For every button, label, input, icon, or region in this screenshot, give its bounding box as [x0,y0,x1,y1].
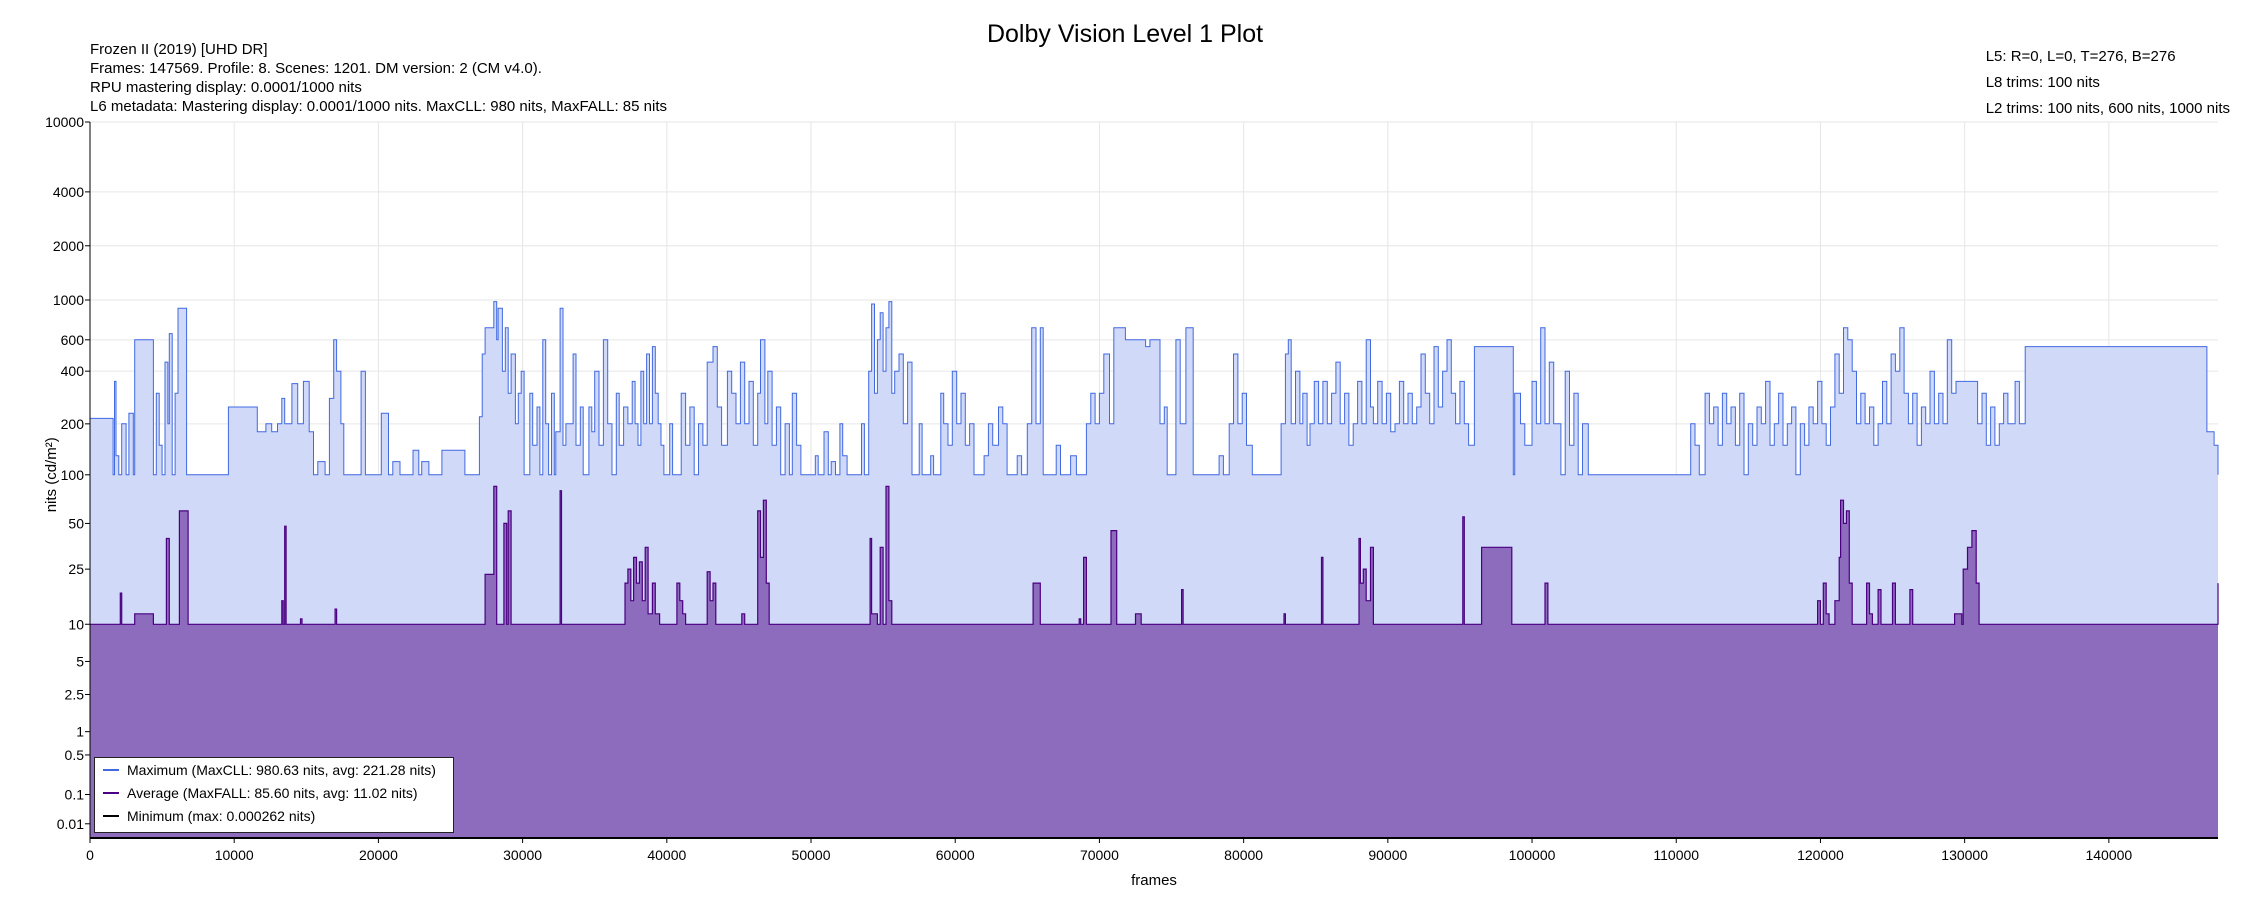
x-tick-label: 100000 [1509,847,1556,863]
trim-info-line: L2 trims: 100 nits, 600 nits, 1000 nits [1985,100,2230,117]
legend-label-maximum: Maximum (MaxCLL: 980.63 nits, avg: 221.2… [127,762,436,778]
y-tick-label: 10000 [45,114,84,130]
legend-label-minimum: Minimum (max: 0.000262 nits) [127,808,316,824]
average-line [90,485,2219,625]
y-tick-label: 200 [61,416,85,432]
x-tick-label: 70000 [1080,847,1119,863]
legend: Maximum (MaxCLL: 980.63 nits, avg: 221.2… [94,757,454,833]
legend-swatch-average [103,792,119,794]
x-tick-label: 0 [86,847,94,863]
legend-label-average: Average (MaxFALL: 85.60 nits, avg: 11.02… [127,785,418,801]
y-tick-label: 0.5 [65,747,85,763]
y-tick-label: 10 [68,616,84,632]
maximum-line [90,301,2219,476]
legend-item-minimum: Minimum (max: 0.000262 nits) [95,805,453,827]
y-tick-label: 1000 [53,292,84,308]
y-tick-label: 0.1 [65,786,85,802]
x-tick-label: 10000 [215,847,254,863]
y-tick-label: 600 [61,332,85,348]
x-tick-label: 130000 [1941,847,1988,863]
x-tick-label: 60000 [936,847,975,863]
legend-swatch-maximum [103,769,119,771]
video-info-line: Frames: 147569. Profile: 8. Scenes: 1201… [90,60,542,77]
trim-info-line: L5: R=0, L=0, T=276, B=276 [1985,48,2176,65]
y-tick-label: 50 [68,515,84,531]
average-area [90,486,2218,838]
y-axis-ticks: 0.01 0.1 0.5 1 2.5 5 10 25 50 100 200 400 600 1000 200… [45,114,90,832]
y-tick-label: 400 [61,363,85,379]
x-tick-label: 140000 [2085,847,2132,863]
x-tick-label: 50000 [792,847,831,863]
y-tick-label: 4000 [53,184,84,200]
y-tick-label: 2.5 [65,686,85,702]
x-tick-label: 80000 [1224,847,1263,863]
video-info-line: RPU mastering display: 0.0001/1000 nits [90,79,362,96]
x-axis-ticks: 0 10000 20000 30000 40000 50000 60000 70000 8000… [86,838,2132,863]
x-tick-label: 20000 [359,847,398,863]
legend-item-maximum: Maximum (MaxCLL: 980.63 nits, avg: 221.2… [95,759,453,781]
y-tick-label: 100 [61,467,85,483]
series-layer [90,301,2219,839]
axes [89,122,2218,839]
chart-title: Dolby Vision Level 1 Plot [986,20,1264,48]
video-info-line: Frozen II (2019) [UHD DR] [90,41,268,58]
y-tick-label: 1 [76,724,84,740]
x-tick-label: 30000 [503,847,542,863]
x-tick-label: 90000 [1368,847,1407,863]
legend-item-average: Average (MaxFALL: 85.60 nits, avg: 11.02… [95,782,453,804]
y-tick-label: 5 [76,653,84,669]
trim-info-block: L5: R=0, L=0, T=276, B=276 L8 trims: 100… [1986,44,2230,122]
legend-swatch-minimum [103,815,119,817]
y-tick-label: 25 [68,561,84,577]
video-info-line: L6 metadata: Mastering display: 0.0001/1… [90,98,667,115]
y-tick-label: 2000 [53,238,84,254]
x-tick-label: 110000 [1653,847,1699,863]
x-tick-label: 120000 [1797,847,1844,863]
video-info-block: Frozen II (2019) [UHD DR] Frames: 147569… [90,40,667,116]
y-tick-label: 0.01 [57,816,84,832]
y-axis-label: nits (cd/m²) [43,437,60,512]
trim-info-line: L8 trims: 100 nits [1985,74,2100,91]
x-axis-label: frames [1131,872,1177,889]
x-tick-label: 40000 [647,847,686,863]
